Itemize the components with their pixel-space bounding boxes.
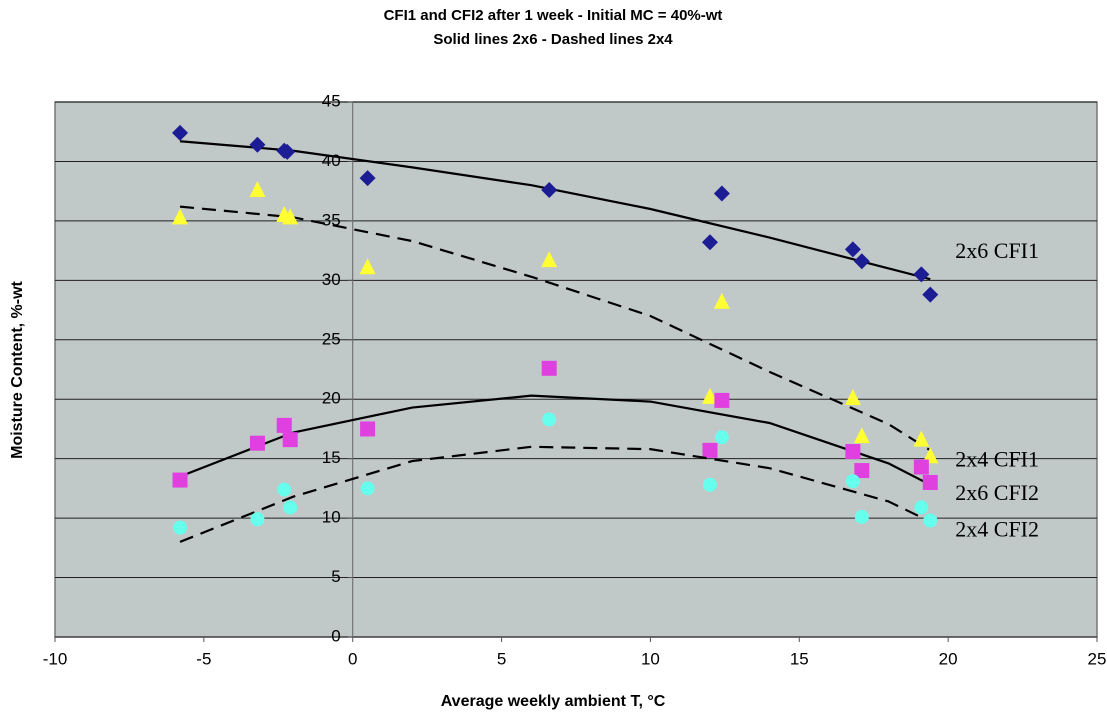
square-point	[702, 442, 718, 458]
triangle-point	[541, 251, 558, 268]
diamond-point	[279, 143, 296, 160]
y-axis-title: Moisture Content, %-wt	[9, 280, 26, 458]
trend-line	[179, 205, 931, 452]
x-tick-label: -10	[43, 649, 68, 668]
square-point	[249, 435, 265, 451]
circle-point	[702, 477, 717, 492]
y-tick-label: 0	[331, 626, 340, 645]
square-point	[913, 459, 929, 475]
x-axis-title: Average weekly ambient T, °C	[441, 693, 666, 710]
square-point	[360, 421, 376, 437]
x-tick-label: 10	[641, 649, 660, 668]
series-label: 2x4 CFI1	[955, 446, 1039, 471]
circle-point	[173, 520, 188, 535]
plot-area	[54, 101, 1098, 638]
trend-line	[179, 140, 931, 281]
triangle-point	[913, 430, 930, 447]
chart-subtitle: Solid lines 2x6 - Dashed lines 2x4	[433, 31, 673, 48]
diamond-point	[922, 286, 939, 303]
x-tick-label: 20	[939, 649, 958, 668]
y-tick-label: 30	[322, 270, 341, 289]
circle-point	[277, 482, 292, 497]
triangle-point	[282, 208, 299, 225]
x-tick-label: 5	[497, 649, 506, 668]
chart-title: CFI1 and CFI2 after 1 week - Initial MC …	[384, 7, 723, 24]
x-tick-label: 0	[348, 649, 357, 668]
x-tick-label: 25	[1088, 649, 1107, 668]
series-label: 2x6 CFI2	[955, 480, 1039, 505]
y-tick-label: 40	[322, 151, 341, 170]
square-point	[541, 360, 557, 376]
triangle-point	[359, 258, 376, 275]
y-tick-label: 15	[322, 448, 341, 467]
circle-point	[542, 412, 557, 427]
x-tick-label: 15	[790, 649, 809, 668]
triangle-point	[853, 427, 870, 444]
circle-point	[854, 509, 869, 524]
diamond-point	[541, 181, 558, 198]
diamond-point	[844, 241, 861, 258]
y-tick-label: 20	[322, 389, 341, 408]
x-tick-label: -5	[196, 649, 211, 668]
diamond-point	[701, 234, 718, 251]
diamond-point	[913, 266, 930, 283]
y-tick-label: 45	[322, 91, 341, 110]
circle-point	[714, 430, 729, 445]
circle-point	[283, 500, 298, 515]
triangle-point	[922, 447, 939, 464]
circle-point	[845, 474, 860, 489]
square-point	[845, 444, 861, 460]
diamond-point	[713, 185, 730, 202]
y-tick-label: 10	[322, 508, 341, 527]
trend-line	[179, 445, 931, 543]
trend-line	[179, 394, 931, 486]
circle-point	[360, 481, 375, 496]
triangle-point	[713, 292, 730, 309]
diamond-point	[359, 170, 376, 187]
diamond-point	[172, 124, 189, 141]
square-point	[172, 472, 188, 488]
diamond-point	[853, 253, 870, 270]
series-label: 2x4 CFI2	[955, 517, 1039, 542]
triangle-point	[701, 387, 718, 404]
circle-point	[923, 513, 938, 528]
square-point	[714, 392, 730, 408]
triangle-point	[172, 208, 189, 225]
square-point	[276, 417, 292, 433]
circle-point	[250, 512, 265, 527]
circle-point	[914, 500, 929, 515]
y-tick-label: 25	[322, 329, 341, 348]
y-tick-label: 5	[331, 567, 340, 586]
triangle-point	[249, 180, 266, 197]
square-point	[854, 463, 870, 479]
square-point	[922, 474, 938, 490]
series-label: 2x6 CFI1	[955, 238, 1039, 263]
triangle-point	[844, 389, 861, 406]
y-tick-label: 35	[322, 210, 341, 229]
diamond-point	[249, 136, 266, 153]
square-point	[282, 432, 298, 448]
